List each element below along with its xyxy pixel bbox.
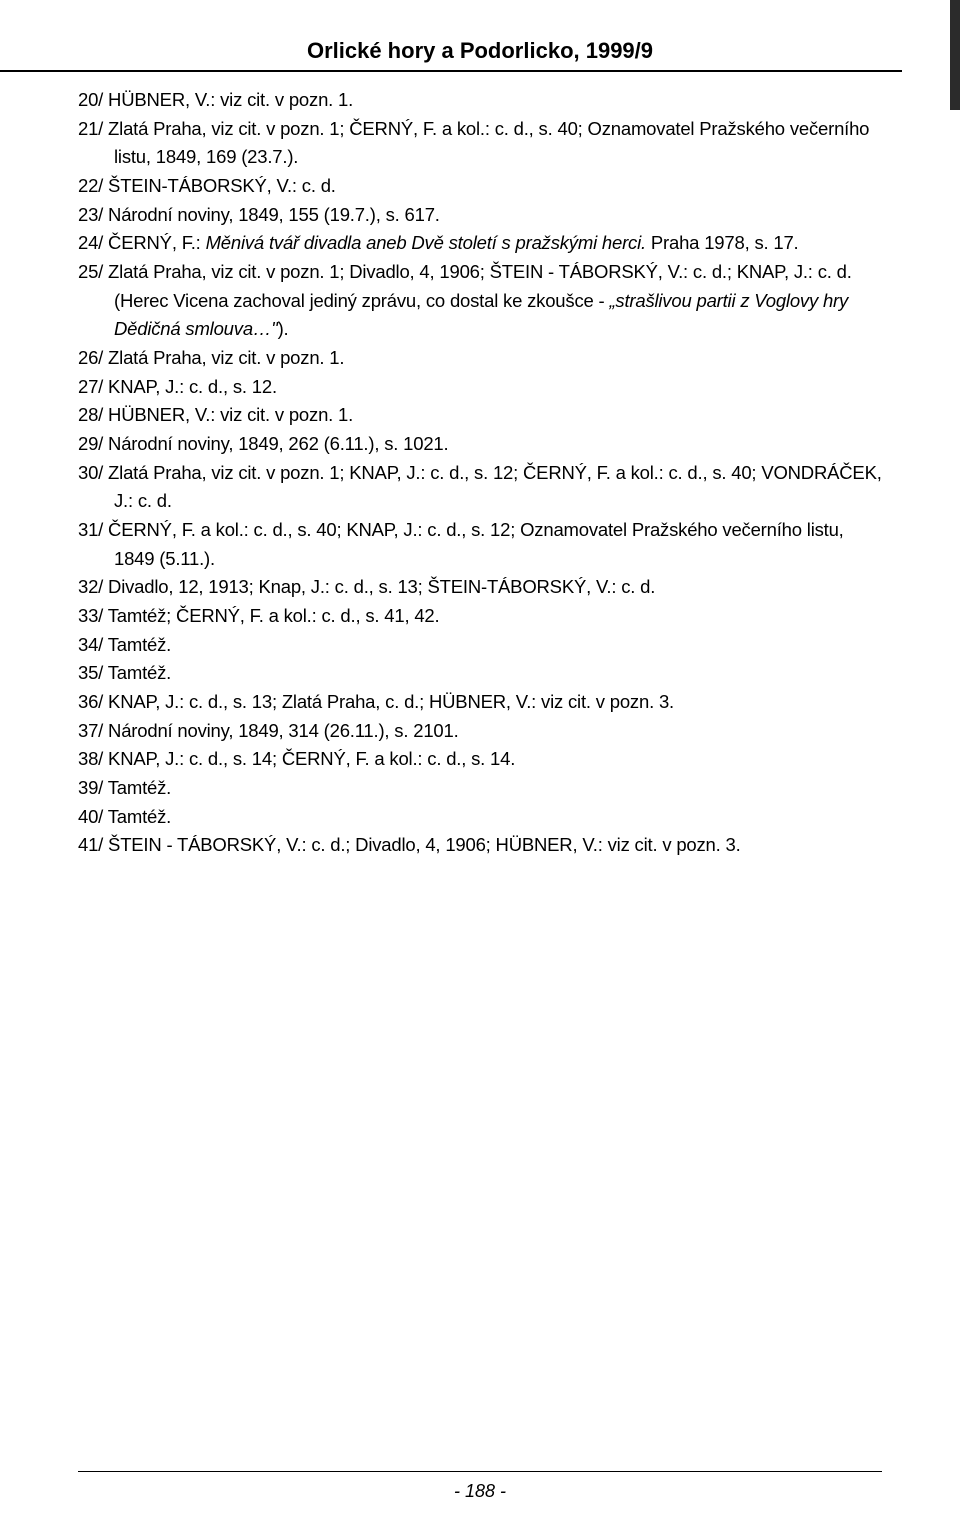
reference-item: 30/ Zlatá Praha, viz cit. v pozn. 1; KNA… bbox=[78, 459, 882, 516]
scan-artifact bbox=[950, 0, 960, 110]
reference-item: 38/ KNAP, J.: c. d., s. 14; ČERNÝ, F. a … bbox=[78, 745, 882, 774]
reference-item: 24/ ČERNÝ, F.: Měnivá tvář divadla aneb … bbox=[78, 229, 882, 258]
page-container: Orlické hory a Podorlicko, 1999/9 20/ HÜ… bbox=[0, 0, 960, 1534]
reference-item: 33/ Tamtéž; ČERNÝ, F. a kol.: c. d., s. … bbox=[78, 602, 882, 631]
footer-rule bbox=[78, 1471, 882, 1472]
reference-item: 35/ Tamtéž. bbox=[78, 659, 882, 688]
reference-item: 29/ Národní noviny, 1849, 262 (6.11.), s… bbox=[78, 430, 882, 459]
reference-item: 28/ HÜBNER, V.: viz cit. v pozn. 1. bbox=[78, 401, 882, 430]
reference-item: 41/ ŠTEIN - TÁBORSKÝ, V.: c. d.; Divadlo… bbox=[78, 831, 882, 860]
reference-item: 36/ KNAP, J.: c. d., s. 13; Zlatá Praha,… bbox=[78, 688, 882, 717]
reference-item: 26/ Zlatá Praha, viz cit. v pozn. 1. bbox=[78, 344, 882, 373]
reference-item: 31/ ČERNÝ, F. a kol.: c. d., s. 40; KNAP… bbox=[78, 516, 882, 573]
reference-item: 25/ Zlatá Praha, viz cit. v pozn. 1; Div… bbox=[78, 258, 882, 344]
header-rule bbox=[0, 70, 902, 72]
reference-item: 27/ KNAP, J.: c. d., s. 12. bbox=[78, 373, 882, 402]
reference-item: 39/ Tamtéž. bbox=[78, 774, 882, 803]
references-list: 20/ HÜBNER, V.: viz cit. v pozn. 1.21/ Z… bbox=[78, 86, 882, 860]
reference-item: 34/ Tamtéž. bbox=[78, 631, 882, 660]
reference-item: 23/ Národní noviny, 1849, 155 (19.7.), s… bbox=[78, 201, 882, 230]
page-number: - 188 - bbox=[0, 1481, 960, 1502]
reference-item: 22/ ŠTEIN-TÁBORSKÝ, V.: c. d. bbox=[78, 172, 882, 201]
reference-item: 40/ Tamtéž. bbox=[78, 803, 882, 832]
reference-item: 20/ HÜBNER, V.: viz cit. v pozn. 1. bbox=[78, 86, 882, 115]
reference-item: 21/ Zlatá Praha, viz cit. v pozn. 1; ČER… bbox=[78, 115, 882, 172]
page-title: Orlické hory a Podorlicko, 1999/9 bbox=[78, 38, 882, 64]
reference-item: 32/ Divadlo, 12, 1913; Knap, J.: c. d., … bbox=[78, 573, 882, 602]
reference-item: 37/ Národní noviny, 1849, 314 (26.11.), … bbox=[78, 717, 882, 746]
